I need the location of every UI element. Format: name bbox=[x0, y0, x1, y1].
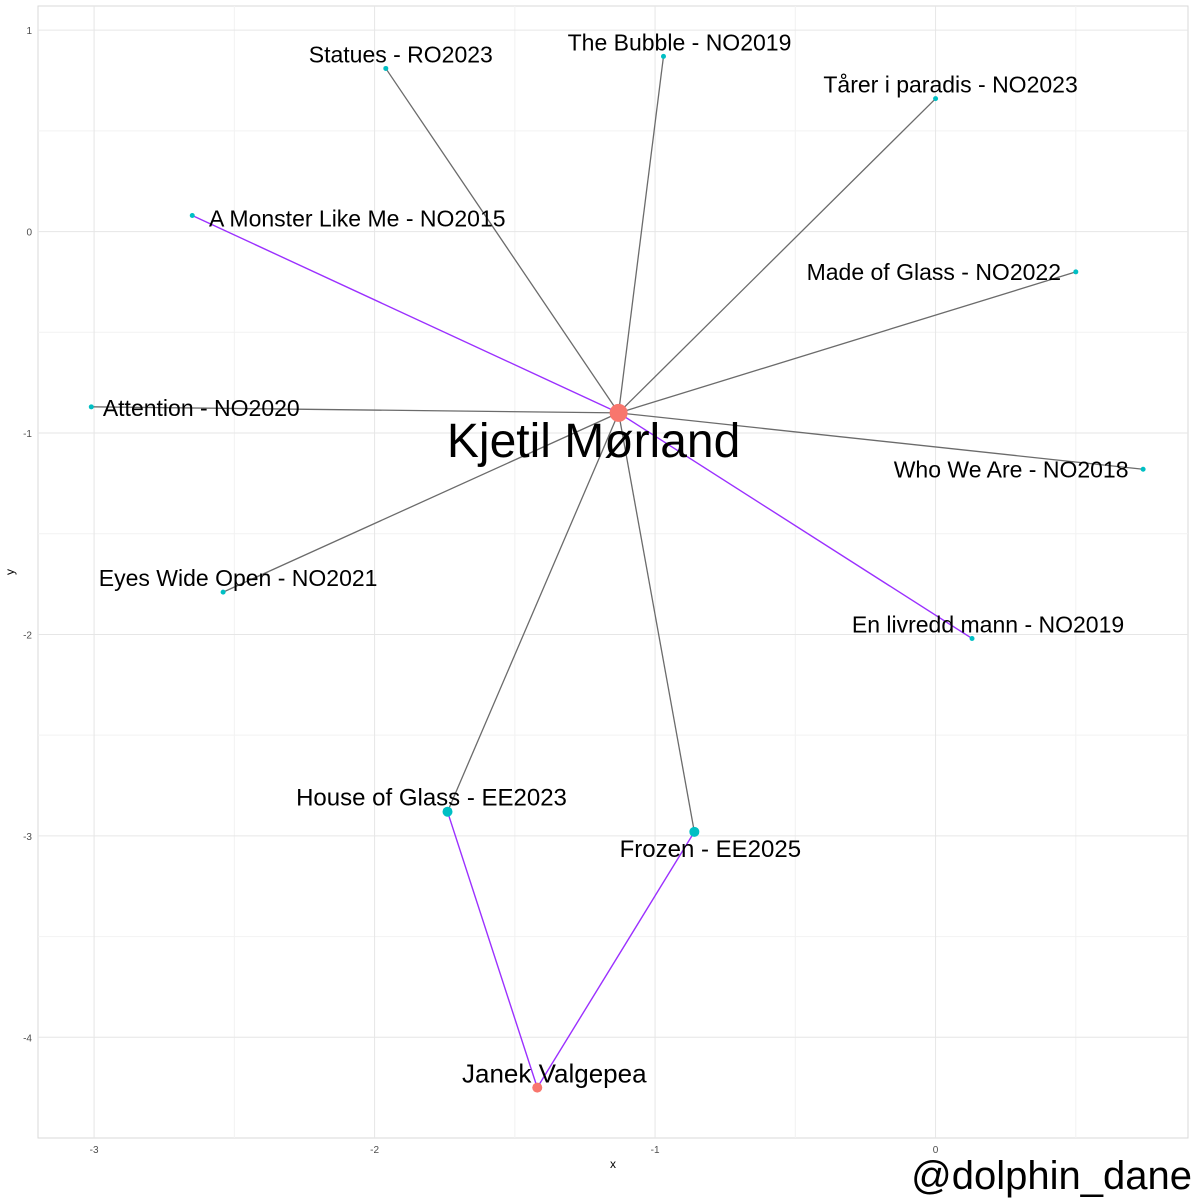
label-monster: A Monster Like Me - NO2015 bbox=[209, 205, 506, 231]
edge-janek-frozen bbox=[536, 831, 695, 1089]
node-tarer bbox=[933, 96, 939, 102]
edge-kjetil-livredd bbox=[618, 412, 973, 640]
x-tick-label: -1 bbox=[651, 1145, 660, 1156]
label-glass22: Made of Glass - NO2022 bbox=[807, 259, 1061, 285]
watermark: @dolphin_dane bbox=[911, 1154, 1192, 1198]
label-frozen: Frozen - EE2025 bbox=[620, 836, 801, 863]
node-kjetil bbox=[609, 403, 628, 422]
edge-kjetil-monster bbox=[191, 214, 619, 414]
y-tick-label: -2 bbox=[23, 630, 32, 641]
x-axis-title: x bbox=[610, 1157, 616, 1171]
label-whoweare: Who We Are - NO2018 bbox=[894, 456, 1129, 482]
x-tick-label: -2 bbox=[370, 1145, 379, 1156]
edge-kjetil-statues bbox=[385, 68, 620, 414]
x-tick-label: 0 bbox=[933, 1145, 939, 1156]
node-eyes bbox=[220, 589, 226, 595]
y-tick-label: 0 bbox=[26, 228, 32, 239]
edge-kjetil-eyes bbox=[222, 412, 619, 593]
y-tick-label: 1 bbox=[26, 26, 32, 37]
label-bubble: The Bubble - NO2019 bbox=[568, 29, 792, 55]
node-frozen bbox=[689, 826, 700, 837]
edge-kjetil-frozen bbox=[617, 412, 695, 832]
node-statues bbox=[383, 65, 389, 71]
grid bbox=[38, 6, 1188, 1138]
node-monster bbox=[189, 212, 195, 218]
edge-kjetil-whoweare bbox=[618, 412, 1144, 470]
node-janek bbox=[532, 1082, 543, 1093]
panel-border bbox=[37, 5, 1189, 1139]
node-attention bbox=[88, 404, 94, 410]
edge-janek-houseglass bbox=[446, 811, 538, 1088]
axis-ticks: -3 -2 -1 0 1 0 -1 -2 -3 -4 bbox=[23, 26, 939, 1156]
node-houseglass bbox=[442, 806, 453, 817]
label-tarer: Tårer i paradis - NO2023 bbox=[823, 72, 1077, 98]
edge-kjetil-bubble bbox=[617, 56, 665, 413]
y-tick-label: -1 bbox=[23, 429, 32, 440]
node-glass22 bbox=[1073, 269, 1079, 275]
edge-kjetil-attention bbox=[91, 406, 619, 414]
y-tick-label: -4 bbox=[23, 1033, 32, 1044]
label-kjetil: Kjetil Mørland bbox=[447, 415, 740, 468]
node-whoweare bbox=[1140, 466, 1146, 472]
edge-kjetil-tarer bbox=[618, 98, 937, 414]
x-tick-label: -3 bbox=[90, 1145, 99, 1156]
label-houseglass: House of Glass - EE2023 bbox=[296, 785, 567, 812]
label-statues: Statues - RO2023 bbox=[309, 41, 493, 67]
y-axis-title: y bbox=[3, 569, 17, 575]
edge-kjetil-houseglass bbox=[446, 412, 620, 812]
y-tick-label: -3 bbox=[23, 832, 32, 843]
node-livredd bbox=[969, 635, 975, 641]
nodes bbox=[88, 53, 1146, 1093]
edges bbox=[91, 56, 1144, 1089]
label-attention: Attention - NO2020 bbox=[103, 395, 300, 421]
node-bubble bbox=[660, 53, 666, 59]
label-eyes: Eyes Wide Open - NO2021 bbox=[99, 565, 378, 591]
label-livredd: En livredd mann - NO2019 bbox=[852, 611, 1124, 637]
edge-kjetil-glass22 bbox=[618, 271, 1076, 414]
label-janek: Janek Valgepea bbox=[462, 1059, 647, 1089]
node-labels: Kjetil Mørland Janek Valgepea Statues - RO… bbox=[99, 29, 1129, 1088]
